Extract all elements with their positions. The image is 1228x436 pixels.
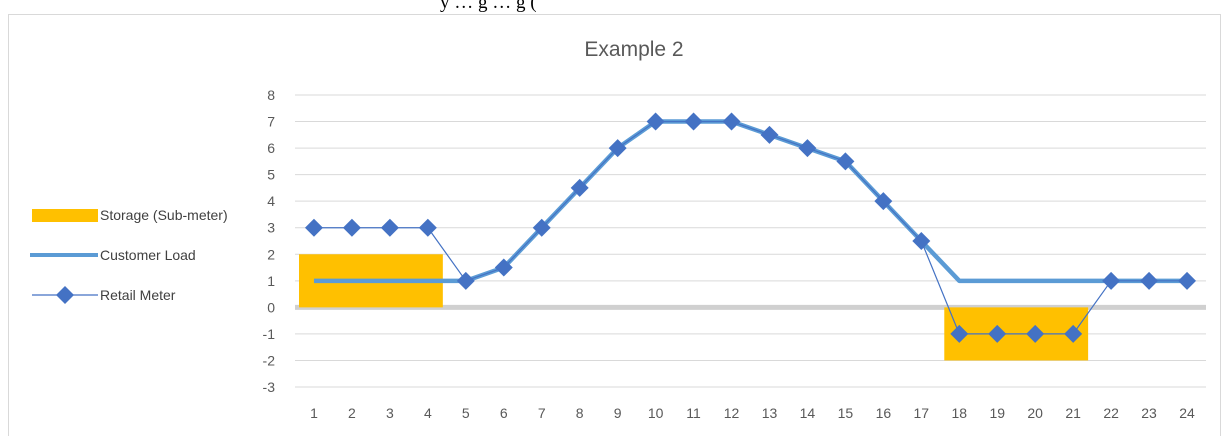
retail-meter-point — [570, 178, 589, 197]
y-tick-label: 7 — [267, 114, 275, 130]
x-tick-label: 11 — [686, 405, 701, 421]
legend-label-retail-meter: Retail Meter — [100, 287, 176, 303]
x-tick-label: 22 — [1103, 405, 1119, 421]
legend-swatch-storage — [32, 209, 98, 222]
y-tick-label: -3 — [263, 379, 276, 395]
x-tick-label: 14 — [800, 405, 816, 421]
retail-meter-point — [874, 192, 893, 211]
x-tick-label: 8 — [576, 405, 584, 421]
retail-meter-point — [608, 139, 627, 158]
retail-meter-point — [304, 218, 323, 237]
retail-meter-point — [722, 112, 741, 131]
y-tick-label: -2 — [263, 352, 276, 368]
x-tick-label: 21 — [1065, 405, 1081, 421]
retail-meter-point — [1178, 271, 1197, 290]
y-tick-label: 8 — [267, 87, 275, 103]
x-tick-label: 19 — [989, 405, 1005, 421]
retail-meter-point — [1064, 324, 1083, 343]
x-tick-label: 10 — [648, 405, 664, 421]
retail-meter-point — [1102, 271, 1121, 290]
y-tick-label: 2 — [267, 246, 275, 262]
x-tick-label: 12 — [724, 405, 740, 421]
retail-meter-point — [342, 218, 361, 237]
x-tick-label: 23 — [1141, 405, 1157, 421]
x-tick-label: 3 — [386, 405, 394, 421]
x-tick-label: 1 — [310, 405, 318, 421]
x-tick-label: 16 — [876, 405, 892, 421]
retail-meter-point — [950, 324, 969, 343]
x-tick-label: 9 — [614, 405, 622, 421]
x-tick-label: 5 — [462, 405, 470, 421]
retail-meter-point — [988, 324, 1007, 343]
retail-meter-point — [684, 112, 703, 131]
retail-meter-point — [380, 218, 399, 237]
legend: Storage (Sub-meter) Customer Load Retail… — [30, 207, 228, 304]
y-tick-label: -1 — [263, 326, 276, 342]
retail-meter-point — [646, 112, 665, 131]
x-tick-label: 18 — [951, 405, 967, 421]
x-tick-label: 20 — [1027, 405, 1043, 421]
x-tick-label: 17 — [914, 405, 930, 421]
retail-meter-point — [456, 271, 475, 290]
chart-frame — [8, 14, 1221, 436]
y-tick-label: 4 — [267, 193, 275, 209]
retail-meter-point — [760, 125, 779, 144]
chart-title: Example 2 — [584, 38, 683, 61]
retail-meter-point — [532, 218, 551, 237]
retail-meter-point — [912, 232, 931, 250]
retail-meter-point — [494, 258, 513, 277]
retail-meter-point — [798, 139, 817, 158]
x-tick-label: 13 — [762, 405, 778, 421]
page-header-text: y … g … g ( — [440, 0, 537, 13]
y-tick-label: 5 — [267, 167, 275, 183]
x-axis-ticks: 1 2 3 4 5 6 7 8 9 10 11 12 13 14 15 16 17 18 19 20 21 22 23 24 — [310, 405, 1195, 421]
x-tick-label: 24 — [1179, 405, 1195, 421]
retail-meter-markers — [304, 112, 1197, 343]
x-tick-label: 2 — [348, 405, 356, 421]
y-tick-label: 6 — [267, 140, 275, 156]
retail-meter-point — [418, 218, 437, 237]
legend-label-customer-load: Customer Load — [100, 247, 196, 263]
x-tick-label: 7 — [538, 405, 546, 421]
x-tick-label: 15 — [838, 405, 854, 421]
legend-label-storage: Storage (Sub-meter) — [100, 207, 228, 223]
retail-meter-point — [836, 152, 855, 171]
y-tick-label: 3 — [267, 220, 275, 236]
y-axis-ticks: -3 -2 -1 0 1 2 3 4 5 6 7 8 — [263, 87, 276, 395]
y-tick-label: 0 — [267, 299, 275, 315]
legend-swatch-retail-meter-marker — [56, 286, 74, 304]
x-tick-label: 6 — [500, 405, 508, 421]
retail-meter-point — [1026, 324, 1045, 343]
y-tick-label: 1 — [267, 273, 275, 289]
x-tick-label: 4 — [424, 405, 432, 421]
retail-meter-point — [1140, 271, 1159, 290]
